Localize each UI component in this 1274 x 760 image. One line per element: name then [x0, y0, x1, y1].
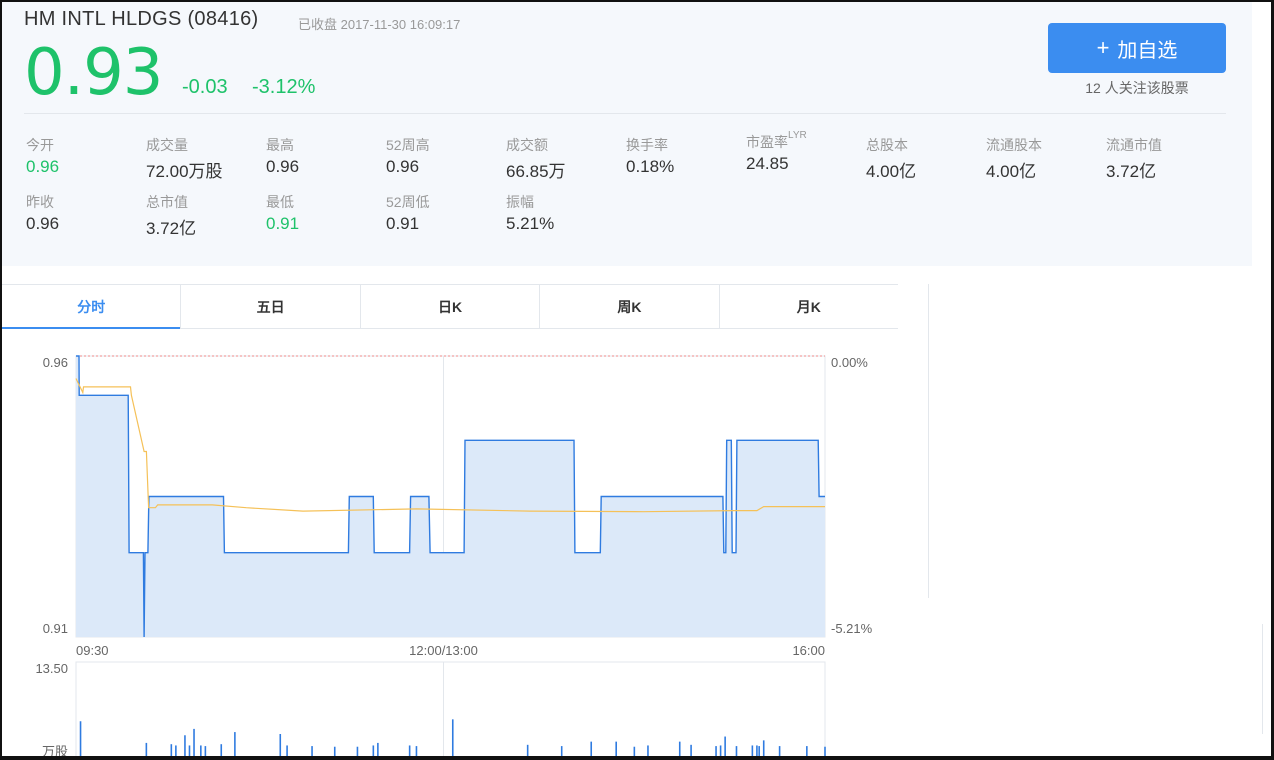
stock-name: HM INTL HLDGS (08416) — [24, 8, 259, 30]
price-line — [76, 355, 825, 638]
y-tick-label-top: 0.96 — [43, 355, 68, 370]
stat-label: 昨收 — [26, 194, 54, 210]
add-button-label: 加自选 — [1117, 39, 1178, 62]
stat-pe-ratio: 市盈率LYR 24.85 — [746, 130, 856, 174]
stat-value: 0.96 — [26, 157, 60, 176]
stat-amplitude: 振幅 5.21% — [506, 192, 616, 234]
stat-value: 66.85万 — [506, 162, 566, 181]
stat-label: 最高 — [266, 137, 294, 153]
side-panel-edge — [928, 284, 929, 598]
stat-label: 今开 — [26, 137, 54, 153]
plus-icon: + — [1096, 35, 1110, 60]
stat-value: 0.18% — [626, 157, 675, 176]
stat-float-cap: 流通市值 3.72亿 — [1106, 135, 1216, 182]
stat-label: 成交量 — [146, 137, 188, 153]
stat-label: 振幅 — [506, 194, 534, 210]
quote-panel — [2, 2, 1252, 266]
market-status: 已收盘 2017-11-30 16:09:17 — [298, 17, 461, 32]
stat-high: 最高 0.96 — [266, 135, 376, 177]
stat-label: 市盈率LYR — [746, 130, 856, 150]
stat-value: 3.72亿 — [146, 219, 197, 238]
tab-monthly-k[interactable]: 月K — [718, 285, 898, 328]
stat-value: 0.96 — [266, 157, 300, 176]
volume-chart: 13.50 万股 — [35, 661, 826, 760]
stat-value: 24.85 — [746, 154, 789, 173]
y-right-tick-label-top: 0.00% — [831, 355, 868, 370]
stat-float-shares: 流通股本 4.00亿 — [986, 135, 1096, 182]
tab-five-day[interactable]: 五日 — [180, 285, 359, 328]
stat-value: 3.72亿 — [1106, 162, 1157, 181]
y-tick-label-bottom: 0.91 — [43, 621, 68, 636]
window-frame — [1271, 0, 1274, 760]
pe-label-text: 市盈率 — [746, 134, 788, 150]
stat-value: 72.00万股 — [146, 162, 223, 181]
stat-value: 0.91 — [266, 214, 300, 233]
price-area-fill — [76, 356, 825, 637]
divider — [24, 113, 1226, 114]
stat-label: 流通股本 — [986, 137, 1042, 153]
stat-total-shares: 总股本 4.00亿 — [866, 135, 976, 182]
stat-value: 0.91 — [386, 214, 420, 233]
x-tick-label-midday: 12:00/13:00 — [409, 643, 478, 658]
side-panel-edge — [1262, 624, 1263, 734]
stat-label: 总股本 — [866, 137, 908, 153]
stat-value: 0.96 — [386, 157, 420, 176]
window-frame — [0, 756, 1274, 760]
stat-label: 52周高 — [386, 137, 430, 153]
stat-label: 流通市值 — [1106, 137, 1162, 153]
stat-value: 0.96 — [26, 214, 60, 233]
tab-daily-k[interactable]: 日K — [359, 285, 539, 328]
stat-value: 5.21% — [506, 214, 555, 233]
stat-turnover: 成交额 66.85万 — [506, 135, 616, 182]
volume-unit-label: 万股 — [42, 744, 68, 759]
stat-value: 4.00亿 — [866, 162, 917, 181]
volume-plot-border — [75, 661, 826, 760]
stat-label: 最低 — [266, 194, 294, 210]
average-price-line — [75, 378, 825, 513]
stat-label: 总市值 — [146, 194, 188, 210]
current-price: 0.93 — [24, 36, 163, 110]
stat-turnover-rate: 换手率 0.18% — [626, 135, 736, 177]
add-to-watchlist-button[interactable]: + 加自选 — [1048, 23, 1226, 73]
follower-count: 12 人关注该股票 — [1085, 80, 1189, 96]
stat-market-cap: 总市值 3.72亿 — [146, 192, 256, 239]
stat-low: 最低 0.91 — [266, 192, 376, 234]
stat-prev-close: 昨收 0.96 — [26, 192, 136, 234]
tab-intraday[interactable]: 分时 — [2, 285, 181, 329]
stat-label: 换手率 — [626, 137, 668, 153]
stat-open: 今开 0.96 — [26, 135, 136, 177]
chart-period-tabs: 分时 五日 日K 周K 月K — [2, 284, 898, 329]
price-change-percent: -3.12% — [252, 76, 316, 98]
volume-y-tick-label: 13.50 — [35, 661, 68, 676]
stat-52w-low: 52周低 0.91 — [386, 192, 496, 234]
pe-label-sup: LYR — [788, 130, 807, 141]
x-tick-label-close: 16:00 — [792, 643, 825, 658]
price-chart: 0.96 0.91 0.00% -5.21% 09:30 12:00/13:00 16:00 — [43, 355, 873, 658]
stat-label: 52周低 — [386, 194, 430, 210]
stat-label: 成交额 — [506, 137, 548, 153]
stat-volume: 成交量 72.00万股 — [146, 135, 256, 182]
price-change: -0.03 — [182, 76, 228, 98]
x-tick-label-open: 09:30 — [76, 643, 109, 658]
stat-52w-high: 52周高 0.96 — [386, 135, 496, 177]
tab-weekly-k[interactable]: 周K — [539, 285, 718, 328]
stat-value: 4.00亿 — [986, 162, 1037, 181]
y-right-tick-label-bottom: -5.21% — [831, 621, 873, 636]
